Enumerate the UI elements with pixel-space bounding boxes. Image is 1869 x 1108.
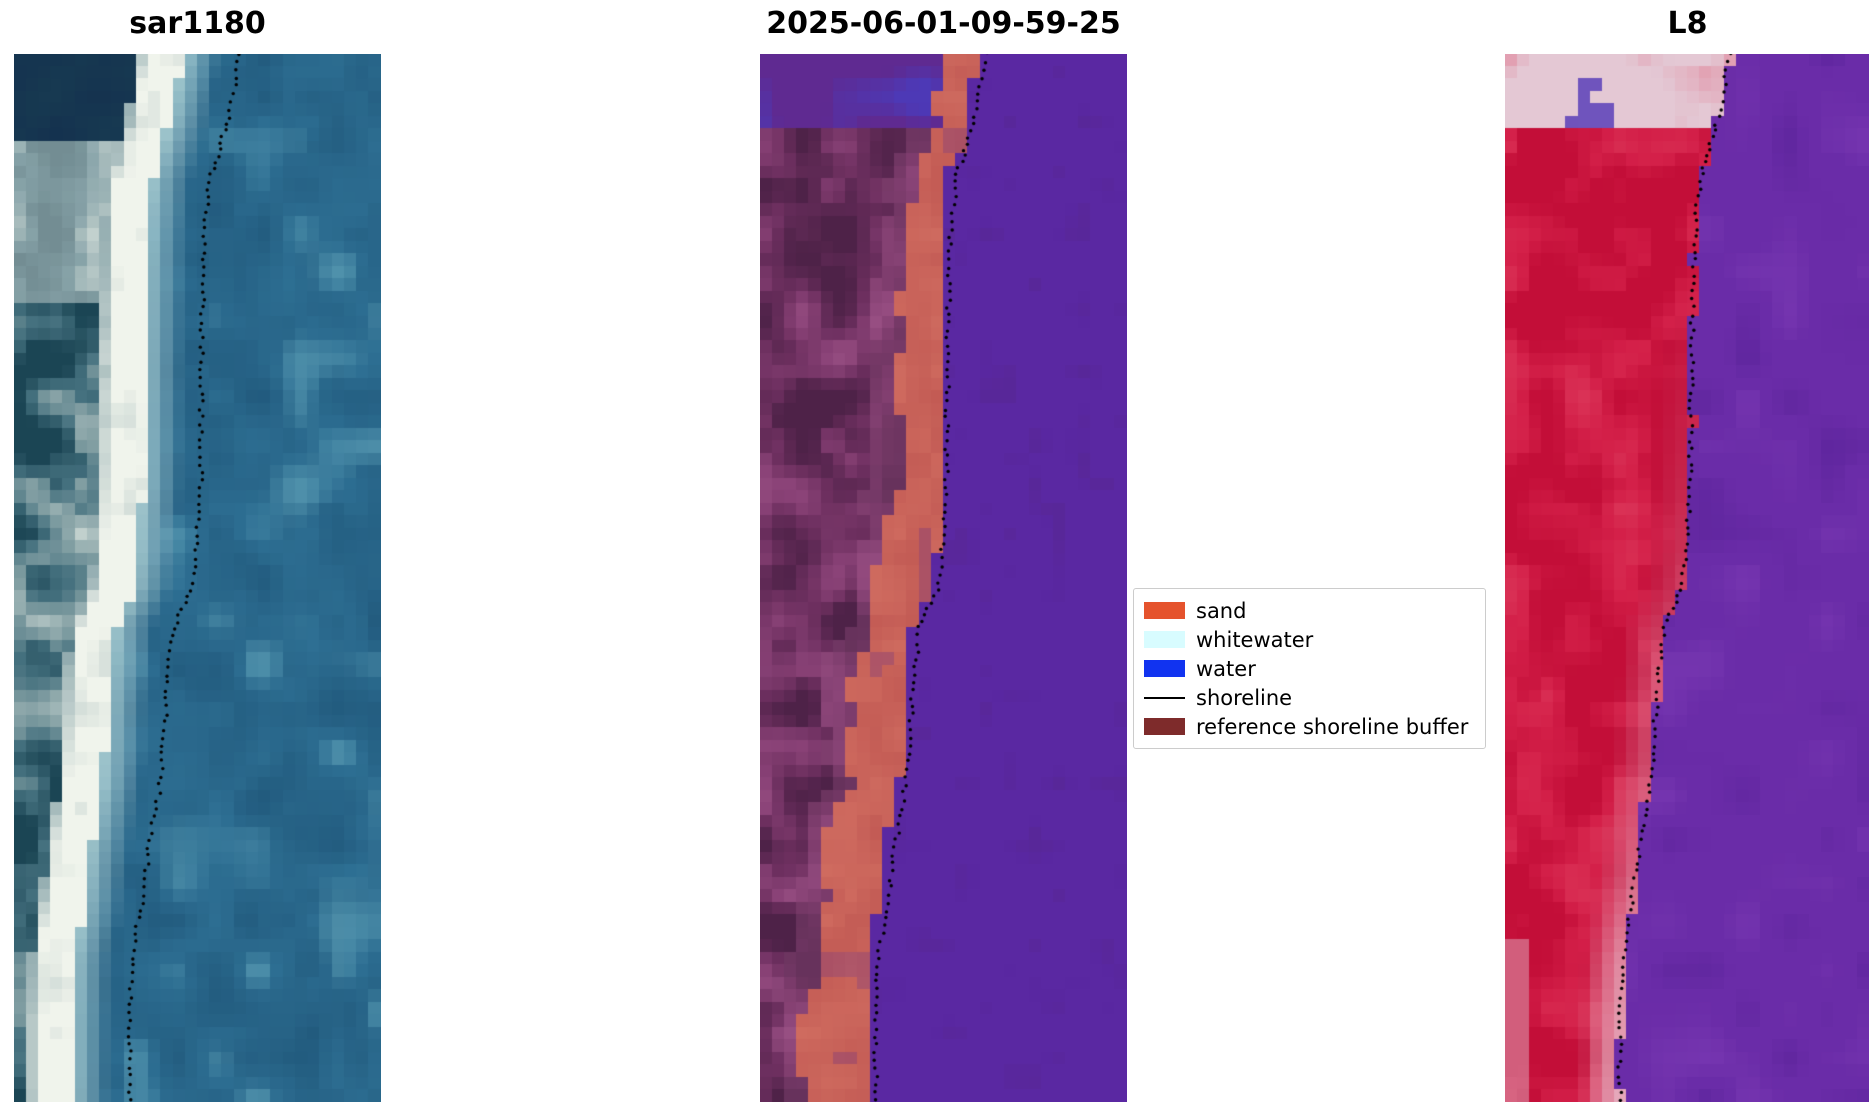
panel-l8: L8 [1505,6,1869,1102]
panel-title-date: 2025-06-01-09-59-25 [766,6,1121,41]
legend-label-reference-buffer: reference shoreline buffer [1196,714,1469,739]
panel-sar: sar1180 [14,6,381,1102]
whitewater-color-swatch [1144,631,1185,648]
sar-satellite-image [14,54,381,1102]
l8-false-color-image [1505,54,1869,1102]
panel-classified: 2025-06-01-09-59-25 [760,6,1127,1102]
legend-item-water: water [1144,654,1475,683]
legend-item-reference-buffer: reference shoreline buffer [1144,712,1475,741]
reference-buffer-color-swatch [1144,718,1185,735]
shoreline-line-swatch [1144,696,1185,699]
panel-title-sar: sar1180 [129,6,266,41]
classified-image [760,54,1127,1102]
legend-item-shoreline: shoreline [1144,683,1475,712]
legend-label-water: water [1196,656,1256,681]
legend-label-sand: sand [1196,598,1247,623]
panel-title-l8: L8 [1667,6,1708,41]
legend-label-shoreline: shoreline [1196,685,1293,710]
legend-item-sand: sand [1144,596,1475,625]
water-color-swatch [1144,660,1185,677]
legend-label-whitewater: whitewater [1196,627,1314,652]
sand-color-swatch [1144,602,1185,619]
legend: sand whitewater water shoreline referenc… [1133,588,1486,749]
legend-item-whitewater: whitewater [1144,625,1475,654]
